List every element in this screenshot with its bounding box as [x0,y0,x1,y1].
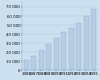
Bar [91,9,96,70]
Bar [69,28,74,70]
Bar [76,23,81,70]
Bar [61,32,66,70]
Bar [24,60,29,70]
Bar [46,44,51,70]
Bar [39,50,44,70]
Bar [84,16,89,70]
Bar [54,38,59,70]
Bar [31,56,36,70]
